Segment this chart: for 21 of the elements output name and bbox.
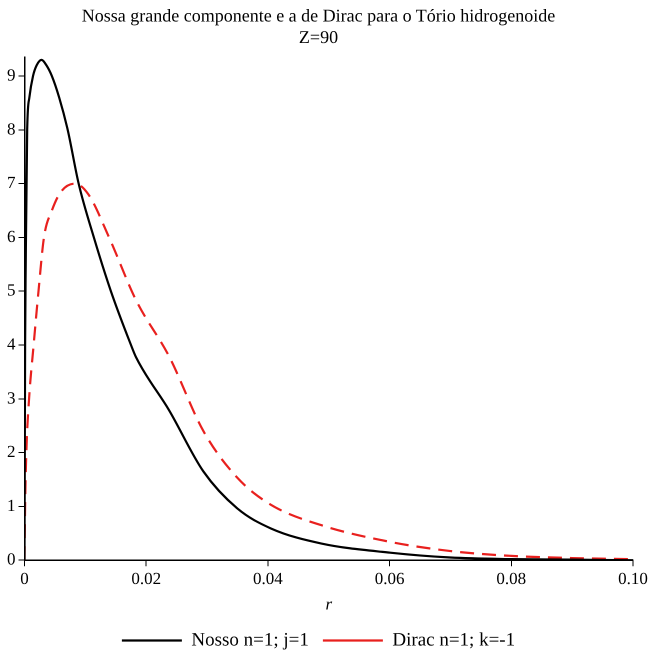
legend-label: Nosso n=1; j=1 <box>191 629 309 650</box>
y-tick-label: 8 <box>7 119 16 138</box>
legend-label: Dirac n=1; k=-1 <box>392 629 516 650</box>
x-tick-label: 0.06 <box>374 568 404 588</box>
x-axis-title: r <box>325 594 332 614</box>
y-tick-label: 3 <box>7 388 16 408</box>
x-tick-label: 0.08 <box>496 568 526 588</box>
y-tick-label: 0 <box>7 550 16 569</box>
x-tick-label: 0.10 <box>618 568 648 588</box>
chart-title: Nossa grande componente e a de Dirac para o Tório hidrogenoide <box>82 6 556 26</box>
y-tick-label: 1 <box>7 496 16 515</box>
x-tick-label: 0.04 <box>253 568 284 588</box>
y-tick-label: 7 <box>7 173 16 192</box>
chart-subtitle: Z=90 <box>298 27 338 48</box>
y-tick-label: 6 <box>7 226 16 246</box>
y-tick-label: 9 <box>7 66 16 84</box>
y-tick-label: 5 <box>7 280 16 300</box>
x-tick-label: 0.02 <box>131 568 162 588</box>
x-tick-label: 0 <box>20 568 29 588</box>
y-tick-label: 2 <box>7 442 16 462</box>
y-tick-label: 4 <box>7 334 16 354</box>
